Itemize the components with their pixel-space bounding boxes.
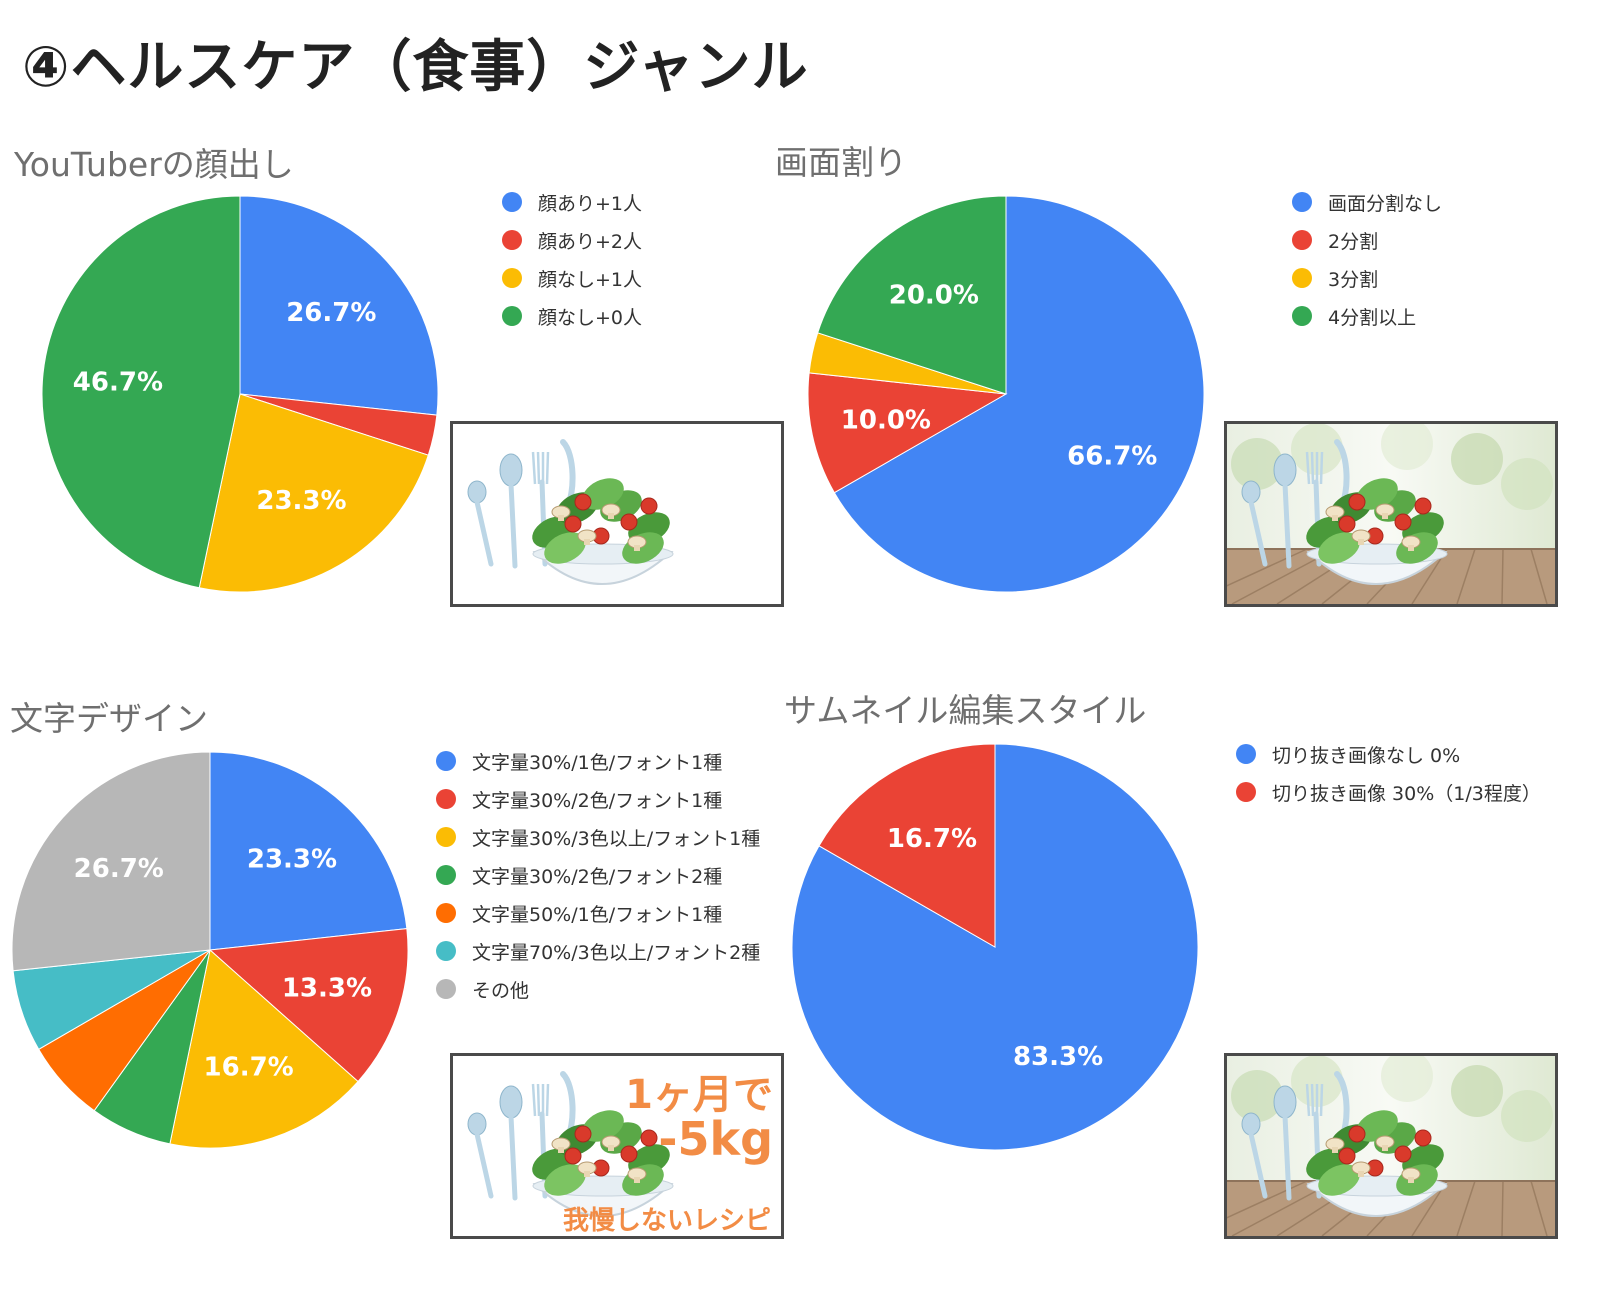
pie-slice-4 [41,195,241,589]
legend-label: 文字量30%/2色/フォント2種 [472,865,723,888]
thumbnail-headline-2: -5kg [658,1112,773,1166]
legend-item: 文字量30%/2色/フォント2種 [436,856,760,894]
legend-swatch [502,192,522,212]
pie-data-label-1: 23.3% [247,845,337,875]
example-thumbnail-plain [450,421,784,607]
pie-data-label-2: 13.3% [282,973,372,1003]
legend-label: 文字量70%/3色以上/フォント2種 [472,941,761,964]
page-title: ④ヘルスケア（食事）ジャンル [22,35,809,100]
pie-slice-2 [208,928,409,1083]
salad-illustration [467,439,674,585]
legend-label: 4分割以上 [1328,306,1417,329]
chart-title-face: YouTuberの顔出し [14,145,294,184]
pie-slice-2 [807,372,1008,494]
pie-slice-1 [833,195,1205,593]
legend-swatch [502,268,522,288]
pie-chart-thumbnail-style: 83.3% 16.7% [791,743,1199,1151]
legend-label: 3分割 [1328,268,1379,291]
example-thumbnail-bg-2 [1224,1053,1558,1239]
pie-slice-4 [817,195,1007,395]
legend-label: 顔あり+1人 [538,192,643,215]
salad-illustration [1227,424,1555,604]
pie-data-label-1: 83.3% [1013,1042,1103,1072]
legend-item: 2分割 [1292,221,1442,259]
legend-swatch [436,751,456,771]
pie-slice-3 [169,949,359,1149]
pie-data-label-3: 16.7% [204,1053,294,1083]
legend-label: 顔なし+1人 [538,268,643,291]
pie-data-label-4: 46.7% [73,367,163,397]
legend-label: 顔あり+2人 [538,230,643,253]
legend-label: 2分割 [1328,230,1379,253]
pie-slice-7 [11,751,211,972]
example-thumbnail-bg [1224,421,1558,607]
thumbnail-headline-1: 1ヶ月で [625,1072,773,1118]
legend-swatch [436,979,456,999]
legend-item: 顔なし+1人 [502,259,642,297]
legend-label: 画面分割なし [1328,192,1443,215]
pie-data-label-2: 16.7% [887,824,977,854]
pie-chart-face: 26.7% 23.3% 46.7% [41,195,439,593]
legend-item: 4分割以上 [1292,297,1442,335]
pie-chart-text-design: 23.3% 13.3% 16.7% 26.7% [11,751,409,1149]
pie-slice-2 [818,743,996,948]
legend-swatch [436,865,456,885]
pie-data-label-1: 66.7% [1067,441,1157,471]
legend-label: 切り抜き画像なし 0% [1272,744,1461,767]
legend-item: 顔あり+2人 [502,221,642,259]
pie-data-label-4: 20.0% [889,281,979,311]
legend-swatch [436,789,456,809]
legend-swatch [436,827,456,847]
legend-swatch [1292,230,1312,250]
legend-item: 文字量30%/1色/フォント1種 [436,742,760,780]
pie-slice-1 [239,195,439,416]
legend-swatch [502,306,522,326]
example-thumbnail-text: 1ヶ月で -5kg 我慢しないレシピ [450,1053,784,1239]
thumbnail-caption: 我慢しないレシピ [562,1206,771,1236]
legend-swatch [436,941,456,961]
legend-label: 文字量50%/1色/フォント1種 [472,903,723,926]
legend-label: その他 [472,979,530,1002]
legend-face: 顔あり+1人 顔あり+2人 顔なし+1人 顔なし+0人 [502,183,642,335]
legend-item: その他 [436,970,760,1008]
legend-thumbnail-style: 切り抜き画像なし 0% 切り抜き画像 30%（1/3程度） [1236,735,1541,811]
legend-screen-split: 画面分割なし 2分割 3分割 4分割以上 [1292,183,1442,335]
legend-item: 文字量50%/1色/フォント1種 [436,894,760,932]
legend-swatch [436,903,456,923]
legend-item: 切り抜き画像なし 0% [1236,735,1541,773]
legend-swatch [1236,744,1256,764]
chart-title-text-design: 文字デザイン [10,699,208,738]
chart-title-screen-split: 画面割り [775,143,907,182]
pie-slice-1 [209,751,408,951]
legend-label: 文字量30%/1色/フォント1種 [472,751,723,774]
legend-item: 文字量70%/3色以上/フォント2種 [436,932,760,970]
pie-slice-3 [198,393,429,593]
pie-data-label-1: 26.7% [286,298,376,328]
pie-data-label-2: 10.0% [841,405,931,435]
pie-chart-screen-split: 66.7% 10.0% 20.0% [807,195,1205,593]
legend-swatch [502,230,522,250]
legend-text-design: 文字量30%/1色/フォント1種 文字量30%/2色/フォント1種文字量30%/3… [436,742,760,1008]
salad-illustration [467,1071,674,1217]
legend-item: 文字量30%/2色/フォント1種 [436,780,760,818]
legend-swatch [1236,782,1256,802]
salad-illustration [1227,1056,1555,1236]
legend-item: 画面分割なし [1292,183,1442,221]
legend-item: 切り抜き画像 30%（1/3程度） [1236,773,1541,811]
legend-item: 顔あり+1人 [502,183,642,221]
legend-swatch [1292,268,1312,288]
pie-data-label-3: 23.3% [256,486,346,516]
legend-label: 文字量30%/2色/フォント1種 [472,789,723,812]
legend-label: 顔なし+0人 [538,306,643,329]
chart-title-thumbnail-style: サムネイル編集スタイル [784,691,1147,730]
legend-label: 切り抜き画像 30%（1/3程度） [1272,782,1541,805]
legend-swatch [1292,192,1312,212]
legend-item: 3分割 [1292,259,1442,297]
pie-data-label-7: 26.7% [74,854,164,884]
legend-label: 文字量30%/3色以上/フォント1種 [472,827,761,850]
legend-item: 顔なし+0人 [502,297,642,335]
legend-swatch [1292,306,1312,326]
legend-item: 文字量30%/3色以上/フォント1種 [436,818,760,856]
